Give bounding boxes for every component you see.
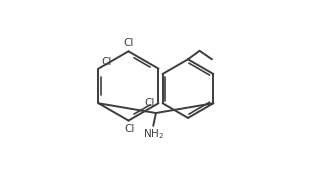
Text: Cl: Cl: [124, 124, 134, 134]
Text: Cl: Cl: [123, 38, 134, 48]
Text: NH$_2$: NH$_2$: [143, 127, 164, 141]
Text: Cl: Cl: [102, 57, 112, 67]
Text: Cl: Cl: [144, 98, 154, 108]
